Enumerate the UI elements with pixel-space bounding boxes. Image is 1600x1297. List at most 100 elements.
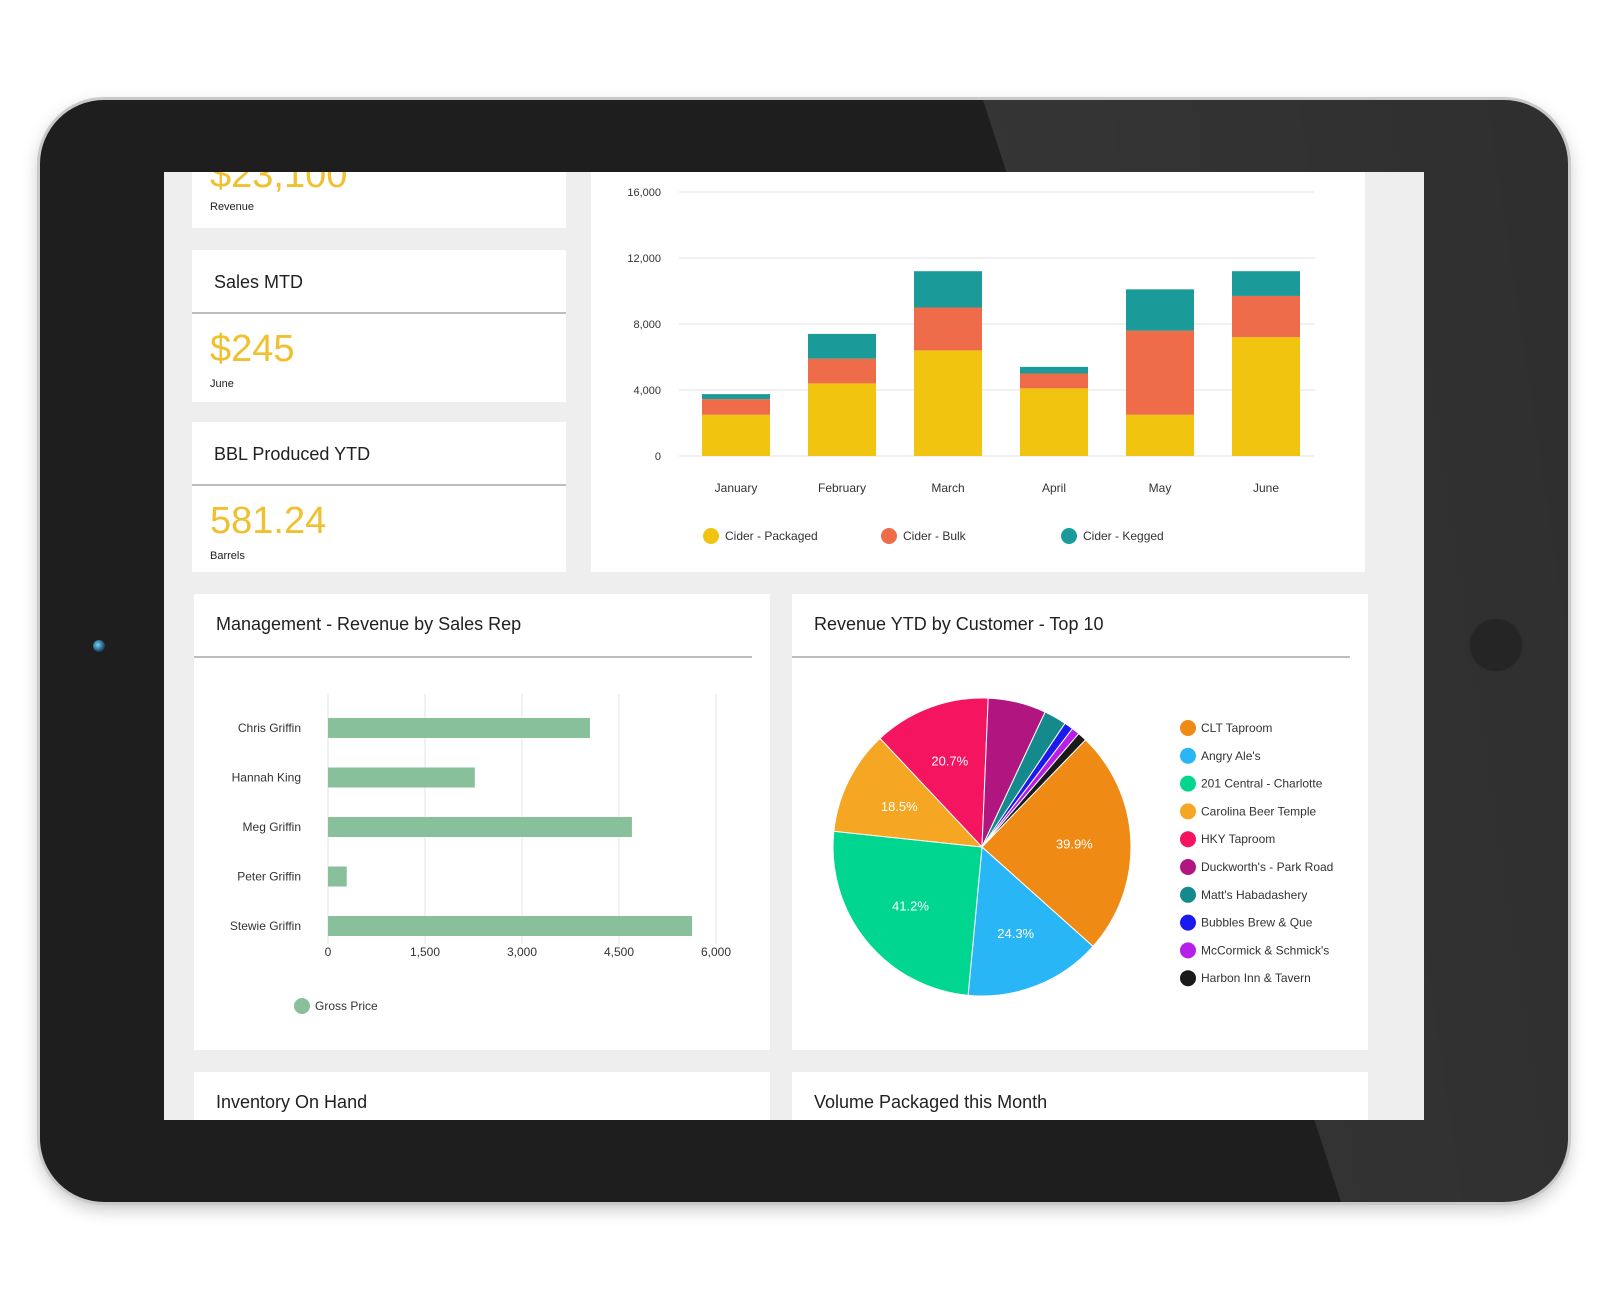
bar-segment — [1232, 271, 1300, 296]
legend-swatch — [1180, 720, 1196, 736]
bar-segment — [702, 394, 770, 400]
pie-slice — [981, 732, 1087, 848]
customer-pie-chart: 39.9% 24.3% 41.2% 18.5% 20.7% CLT Taproom Angr… — [832, 697, 1333, 997]
bar — [328, 718, 590, 738]
legend-swatch — [1180, 803, 1196, 820]
legend-label: Cider - Packaged — [725, 529, 818, 543]
bar — [328, 866, 347, 887]
pie-slice — [832, 830, 983, 996]
card-title: Inventory On Hand — [216, 1092, 368, 1112]
legend-swatch — [1180, 859, 1196, 875]
bar-segment — [1126, 414, 1194, 456]
volume-packaged-card: Volume Packaged this Month — [792, 1072, 1368, 1120]
kpi-subtitle: Revenue — [210, 201, 255, 213]
card-divider — [192, 484, 566, 486]
kpi-subtitle: June — [210, 378, 234, 390]
legend-swatch — [1180, 775, 1196, 792]
kpi-value: 581.24 — [210, 500, 327, 542]
home-button[interactable] — [1468, 617, 1524, 673]
kpi-card-sales-mtd: Sales MTD $245 June — [192, 250, 566, 402]
production-chart: 16,000 12,000 8,000 4,000 0 January February Ma… — [627, 187, 1315, 544]
legend-label: Cider - Bulk — [903, 529, 967, 543]
y-tick-label: Meg Griffin — [243, 820, 301, 834]
y-tick-label: 12,000 — [627, 253, 661, 265]
x-tick-label: 1,500 — [410, 945, 440, 959]
legend-swatch — [1180, 886, 1196, 903]
inventory-card: Inventory On Hand — [194, 1072, 770, 1120]
y-tick-label: Peter Griffin — [237, 870, 301, 884]
legend-swatch — [1180, 914, 1196, 931]
x-tick-label: 6,000 — [701, 945, 731, 959]
bar — [328, 817, 632, 837]
x-tick-label: 3,000 — [507, 945, 537, 959]
card-title: Management - Revenue by Sales Rep — [216, 614, 522, 634]
legend-swatch — [1180, 970, 1196, 987]
bar-segment — [808, 383, 876, 456]
bar-segment — [808, 333, 876, 359]
legend-swatch — [1180, 831, 1196, 848]
bar-segment — [914, 350, 982, 456]
slice-label: 39.9% — [1056, 837, 1093, 852]
legend-label: Gross Price — [315, 999, 378, 1013]
legend-label: Matt's Habadashery — [1201, 888, 1307, 902]
legend-label: CLT Taproom — [1201, 721, 1272, 735]
card-title: Sales MTD — [214, 272, 304, 292]
bar — [328, 767, 475, 788]
legend-swatch — [1061, 528, 1077, 544]
y-tick-label: Stewie Griffin — [230, 919, 301, 933]
kpi-value: $23,100 — [210, 172, 348, 196]
bar-segment — [1020, 366, 1088, 374]
tablet-device: $23,100 Revenue Sales MTD $245 June BBL … — [40, 100, 1568, 1202]
kpi-subtitle: Barrels — [210, 550, 245, 562]
pie-slice — [981, 739, 1132, 948]
production-chart-card: 16,000 12,000 8,000 4,000 0 January February Ma… — [591, 172, 1365, 572]
x-tick-label: February — [818, 481, 866, 495]
bar-segment — [702, 414, 770, 456]
x-tick-label: January — [715, 481, 758, 495]
legend-swatch — [1180, 942, 1196, 959]
card-divider — [192, 312, 566, 314]
sales-rep-card: Management - Revenue by Sales Rep 0 1,500… — [194, 594, 770, 1050]
legend-label: 201 Central - Charlotte — [1201, 777, 1323, 791]
x-tick-label: April — [1042, 481, 1066, 495]
bar-segment — [1020, 388, 1088, 456]
legend-label: Duckworth's - Park Road — [1201, 860, 1333, 874]
legend-label: Cider - Kegged — [1083, 529, 1164, 543]
legend-swatch — [294, 998, 310, 1014]
legend-label: HKY Taproom — [1201, 832, 1275, 846]
y-tick-label: 8,000 — [633, 319, 661, 331]
card-title: Revenue YTD by Customer - Top 10 — [814, 614, 1104, 634]
bar-segment — [914, 307, 982, 351]
legend-label: Harbon Inn & Tavern — [1201, 971, 1311, 985]
bar-segment — [1232, 337, 1300, 456]
bar-segment — [808, 358, 876, 384]
legend-swatch — [703, 528, 719, 544]
kpi-card-revenue: $23,100 Revenue — [192, 172, 566, 228]
bar-segment — [702, 399, 770, 415]
pie-slice — [833, 737, 984, 848]
slice-label: 41.2% — [892, 898, 929, 913]
legend-swatch — [1180, 747, 1196, 764]
legend-label: Bubbles Brew & Que — [1201, 916, 1313, 930]
customer-revenue-card: Revenue YTD by Customer - Top 10 39.9% 24… — [792, 594, 1368, 1050]
x-tick-label: 0 — [325, 945, 332, 959]
card-title: Volume Packaged this Month — [814, 1092, 1048, 1112]
kpi-value: $245 — [210, 328, 295, 370]
slice-label: 24.3% — [997, 926, 1034, 941]
bar — [328, 916, 693, 936]
slice-label: 18.5% — [881, 799, 918, 814]
pie-slice — [879, 697, 989, 849]
card-divider — [792, 656, 1350, 658]
legend-label: Angry Ale's — [1201, 749, 1261, 763]
y-tick-label: 0 — [655, 451, 661, 463]
y-tick-label: 4,000 — [633, 385, 661, 397]
bar-segment — [1232, 295, 1300, 338]
sales-rep-chart: 0 1,500 3,000 4,500 6,000 Chris Griffin Hannah… — [230, 694, 731, 1014]
y-tick-label: 16,000 — [627, 187, 661, 199]
pie-slice — [967, 845, 1094, 997]
kpi-card-bbl-produced: BBL Produced YTD 581.24 Barrels — [192, 422, 566, 572]
legend-label: Carolina Beer Temple — [1201, 804, 1316, 818]
card-title: BBL Produced YTD — [214, 444, 371, 464]
x-tick-label: June — [1253, 481, 1279, 495]
card-divider — [194, 656, 752, 658]
